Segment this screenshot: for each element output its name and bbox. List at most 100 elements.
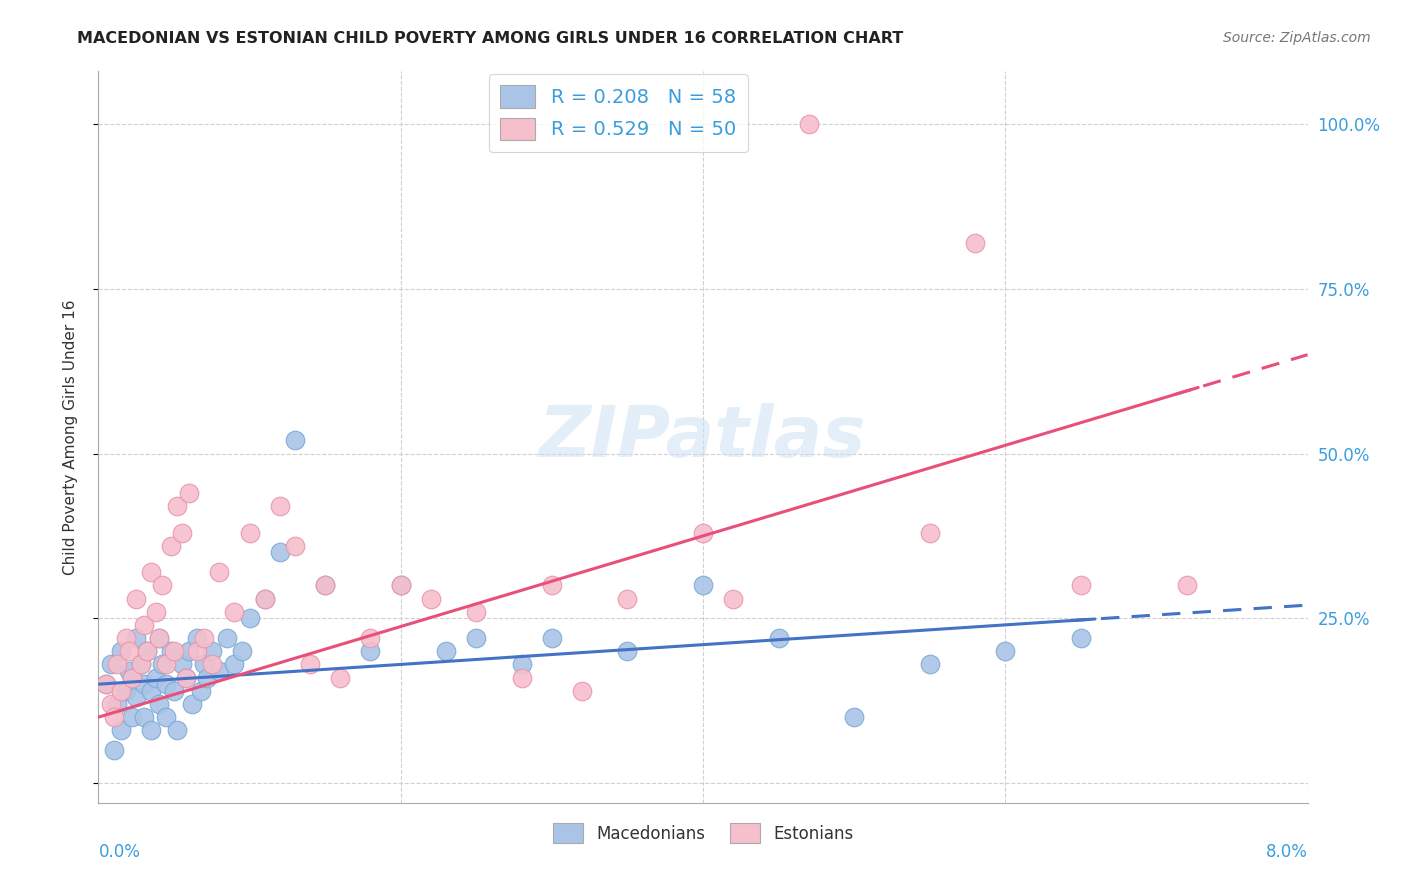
Point <box>844 710 866 724</box>
Point <box>94 677 117 691</box>
Point <box>170 525 193 540</box>
Point <box>1175 578 1198 592</box>
Point <box>692 578 714 592</box>
Point <box>239 525 262 540</box>
Point <box>160 539 183 553</box>
Point <box>145 605 167 619</box>
Point <box>540 578 562 592</box>
Point <box>179 486 201 500</box>
Y-axis label: Child Poverty Among Girls Under 16: Child Poverty Among Girls Under 16 <box>63 300 77 574</box>
Point <box>121 671 143 685</box>
Point <box>201 657 224 672</box>
Point <box>174 671 197 685</box>
Point <box>571 683 593 698</box>
Point <box>193 657 215 672</box>
Point <box>121 710 143 724</box>
Point <box>208 664 231 678</box>
Point <box>105 657 128 672</box>
Point <box>174 671 197 685</box>
Point <box>616 644 638 658</box>
Text: ZIPatlas: ZIPatlas <box>540 402 866 472</box>
Point <box>110 644 132 658</box>
Point <box>125 591 148 606</box>
Point <box>148 631 170 645</box>
Point <box>114 683 136 698</box>
Point <box>314 578 336 592</box>
Point <box>768 631 790 645</box>
Point <box>163 683 186 698</box>
Point <box>918 525 941 540</box>
Point <box>105 697 128 711</box>
Point <box>125 690 148 705</box>
Point <box>150 657 173 672</box>
Point <box>155 710 177 724</box>
Point <box>141 723 163 738</box>
Point <box>94 677 117 691</box>
Point <box>145 671 167 685</box>
Text: MACEDONIAN VS ESTONIAN CHILD POVERTY AMONG GIRLS UNDER 16 CORRELATION CHART: MACEDONIAN VS ESTONIAN CHILD POVERTY AMO… <box>77 31 904 46</box>
Point <box>166 500 188 514</box>
Point <box>141 565 163 579</box>
Point <box>253 591 276 606</box>
Point <box>918 657 941 672</box>
Point <box>1070 631 1092 645</box>
Point <box>253 591 276 606</box>
Point <box>125 631 148 645</box>
Point <box>215 631 238 645</box>
Point <box>148 631 170 645</box>
Point <box>389 578 412 592</box>
Text: 8.0%: 8.0% <box>1265 843 1308 861</box>
Point <box>132 618 155 632</box>
Point <box>723 591 745 606</box>
Point <box>103 743 125 757</box>
Point <box>110 723 132 738</box>
Point <box>163 644 186 658</box>
Point <box>170 657 193 672</box>
Point <box>160 644 183 658</box>
Point <box>994 644 1017 658</box>
Point <box>118 644 141 658</box>
Point <box>121 671 143 685</box>
Point <box>1070 578 1092 592</box>
Point <box>193 631 215 645</box>
Point <box>155 677 177 691</box>
Point <box>181 697 204 711</box>
Point <box>329 671 352 685</box>
Point <box>434 644 457 658</box>
Point <box>132 710 155 724</box>
Point <box>190 683 212 698</box>
Point <box>616 591 638 606</box>
Point <box>692 525 714 540</box>
Point <box>186 631 208 645</box>
Point <box>179 644 201 658</box>
Point <box>224 657 246 672</box>
Point <box>118 664 141 678</box>
Point <box>510 657 533 672</box>
Point <box>231 644 253 658</box>
Point <box>155 657 177 672</box>
Point <box>965 235 987 250</box>
Point <box>284 434 307 448</box>
Text: Source: ZipAtlas.com: Source: ZipAtlas.com <box>1223 31 1371 45</box>
Point <box>510 671 533 685</box>
Point <box>141 683 163 698</box>
Text: 0.0%: 0.0% <box>98 843 141 861</box>
Legend: Macedonians, Estonians: Macedonians, Estonians <box>546 817 860 849</box>
Point <box>208 565 231 579</box>
Point <box>269 500 291 514</box>
Point <box>224 605 246 619</box>
Point <box>239 611 262 625</box>
Point <box>797 117 820 131</box>
Point <box>389 578 412 592</box>
Point <box>360 644 382 658</box>
Point <box>360 631 382 645</box>
Point <box>129 657 152 672</box>
Point <box>314 578 336 592</box>
Point <box>100 697 122 711</box>
Point <box>201 644 224 658</box>
Point <box>150 578 173 592</box>
Point <box>100 657 122 672</box>
Point <box>540 631 562 645</box>
Point <box>129 657 152 672</box>
Point <box>465 605 488 619</box>
